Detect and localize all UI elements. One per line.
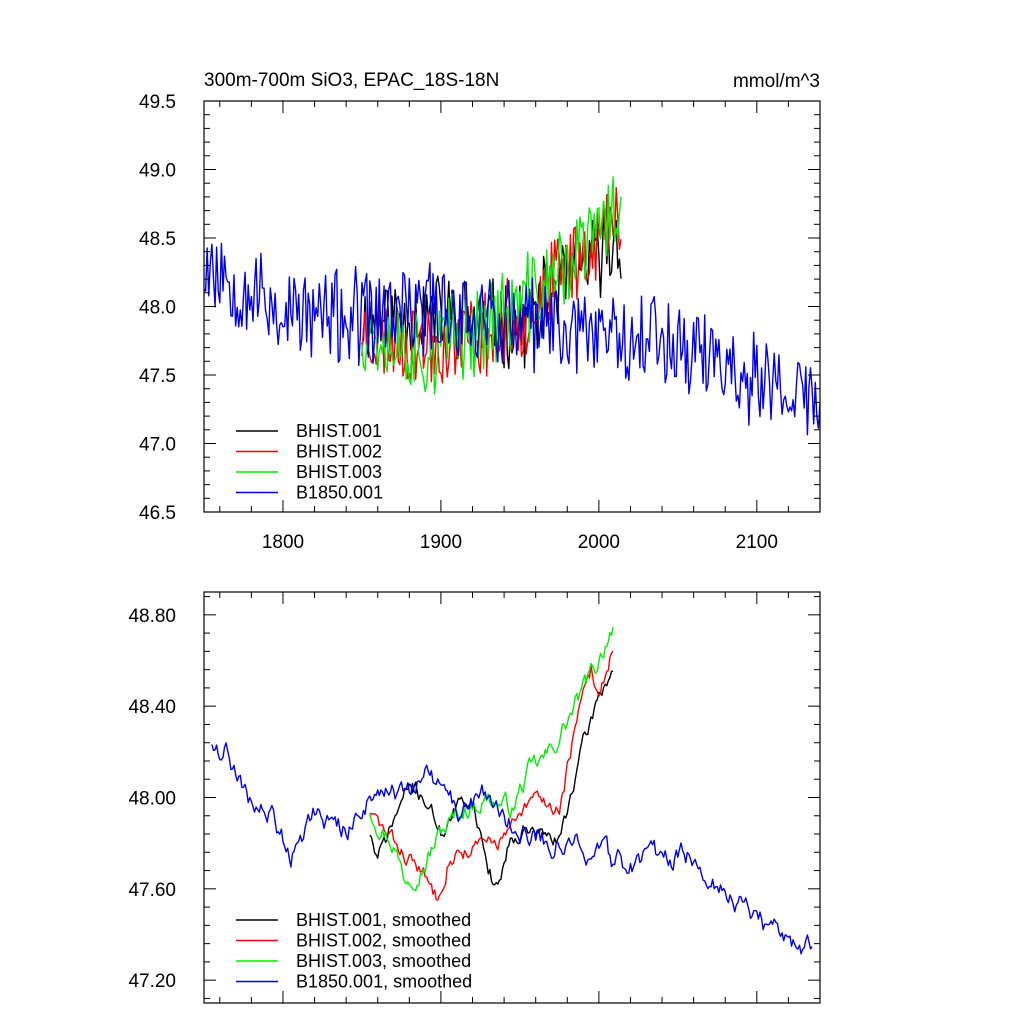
top-y-tick-label: 49.0 <box>139 161 176 182</box>
bottom-series-line-bhist-002-smoothed <box>369 650 614 901</box>
top-x-tick-label: 2000 <box>578 532 620 553</box>
top-chart-units: mmol/m^3 <box>733 71 820 92</box>
bottom-panel: 47.20 47.60 48.00 48.40 48.80 BHIST.001, smo… <box>128 591 821 1004</box>
top-legend-label: BHIST.001 <box>296 421 382 441</box>
bottom-series-line-b1850-001-smoothed <box>211 742 813 955</box>
top-series-line-bhist-003 <box>361 176 622 395</box>
top-y-tick-label: 47.5 <box>139 366 176 387</box>
top-legend-label: BHIST.002 <box>296 442 382 462</box>
top-x-tick-label: 2100 <box>736 532 778 553</box>
top-x-tick-label: 1800 <box>262 532 304 553</box>
top-series-line-b1850-001 <box>203 242 821 436</box>
top-chart-title: 300m-700m SiO3, EPAC_18S-18N <box>204 70 499 91</box>
top-legend-label: B1850.001 <box>296 483 383 503</box>
bottom-y-tick-label: 47.20 <box>128 971 176 992</box>
bottom-legend-label: B1850.001, smoothed <box>296 972 472 992</box>
top-x-tick-label: 1900 <box>420 532 462 553</box>
bottom-axes: 47.20 47.60 48.00 48.40 48.80 <box>128 591 821 1004</box>
top-y-tick-label: 49.5 <box>139 92 176 113</box>
bottom-legend-label: BHIST.003, smoothed <box>296 951 471 971</box>
top-y-tick-label: 48.5 <box>139 229 176 250</box>
bottom-series-line-bhist-003-smoothed <box>369 626 614 892</box>
bottom-series-line-bhist-001-smoothed <box>369 670 614 886</box>
bottom-y-tick-label: 47.60 <box>128 880 176 901</box>
bottom-legend-label: BHIST.002, smoothed <box>296 931 471 951</box>
top-y-tick-label: 46.5 <box>139 503 176 524</box>
bottom-series-group <box>211 626 813 955</box>
bottom-y-tick-label: 48.00 <box>128 789 176 810</box>
top-legend-label: BHIST.003 <box>296 462 382 482</box>
top-y-tick-label: 48.0 <box>139 298 176 319</box>
bottom-y-tick-label: 48.40 <box>128 697 176 718</box>
top-y-tick-label: 47.0 <box>139 435 176 456</box>
bottom-legend-label: BHIST.001, smoothed <box>296 910 471 930</box>
top-axes: 1800 1900 2000 2100 46.5 47.0 47.5 48.0 48.5 49.0… <box>139 92 821 553</box>
top-panel: 300m-700m SiO3, EPAC_18S-18N mmol/m^3 18… <box>139 70 821 553</box>
top-series-group <box>203 176 821 436</box>
bottom-y-tick-label: 48.80 <box>128 606 176 627</box>
